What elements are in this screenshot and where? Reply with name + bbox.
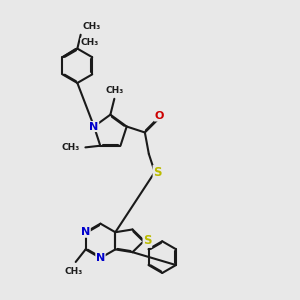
Text: S: S [143, 234, 152, 247]
Text: N: N [96, 253, 105, 263]
Text: S: S [153, 166, 162, 178]
Text: O: O [154, 111, 164, 121]
Text: N: N [89, 122, 99, 131]
Text: CH₃: CH₃ [81, 38, 99, 47]
Text: CH₃: CH₃ [61, 143, 80, 152]
Text: CH₃: CH₃ [82, 22, 100, 31]
Text: N: N [81, 227, 90, 237]
Text: CH₃: CH₃ [65, 267, 83, 276]
Text: CH₃: CH₃ [105, 86, 124, 95]
